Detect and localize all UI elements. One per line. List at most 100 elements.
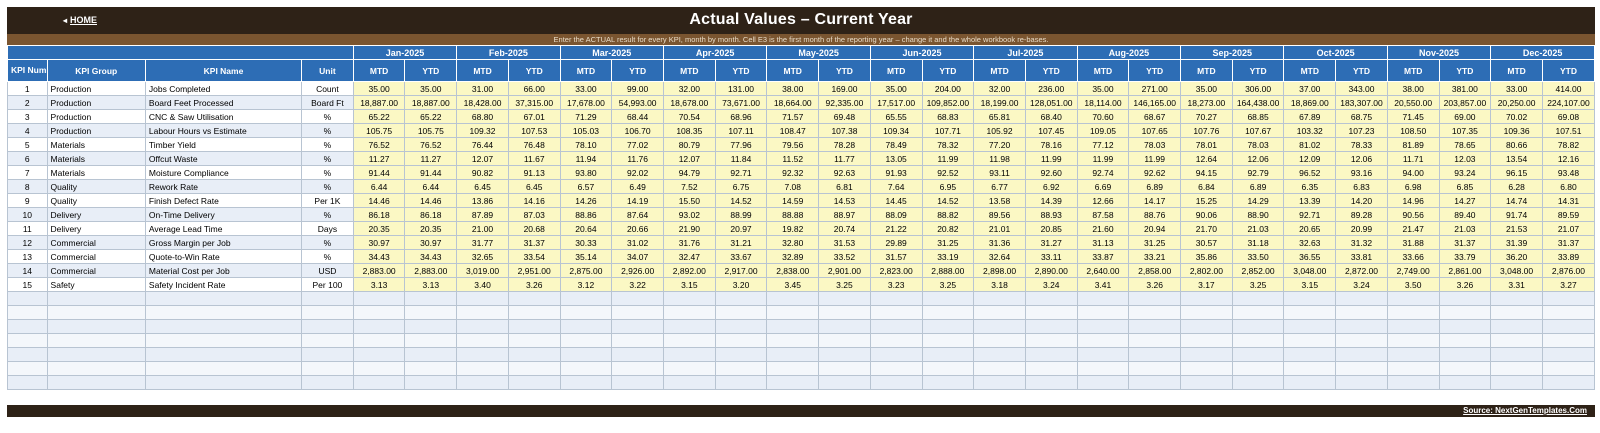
mtd-value-cell[interactable]: 87.89 <box>456 207 509 222</box>
mtd-value-cell[interactable]: 65.81 <box>973 109 1026 124</box>
ytd-value-cell[interactable]: 34.07 <box>611 249 664 264</box>
ytd-value-cell[interactable]: 204.00 <box>921 81 975 96</box>
mtd-value-cell[interactable]: 7.08 <box>766 179 820 194</box>
mtd-value-cell[interactable]: 3.15 <box>1283 277 1337 292</box>
empty-cell[interactable] <box>1180 361 1233 376</box>
ytd-value-cell[interactable]: 33.50 <box>1231 249 1285 264</box>
empty-cell[interactable] <box>301 375 354 390</box>
ytd-value-cell[interactable]: 3.25 <box>818 277 871 292</box>
mtd-value-cell[interactable]: 31.39 <box>1490 235 1543 250</box>
ytd-value-cell[interactable]: 92.60 <box>1024 165 1078 180</box>
empty-cell[interactable] <box>662 305 716 320</box>
ytd-value-cell[interactable]: 6.92 <box>1024 179 1078 194</box>
mtd-value-cell[interactable]: 35.86 <box>1180 249 1233 264</box>
ytd-value-cell[interactable]: 2,901.00 <box>818 263 871 278</box>
ytd-value-cell[interactable]: 183,307.00 <box>1335 95 1388 110</box>
mtd-value-cell[interactable]: 67.89 <box>1283 109 1337 124</box>
ytd-value-cell[interactable]: 6.44 <box>404 179 458 194</box>
mtd-value-cell[interactable]: 88.86 <box>559 207 613 222</box>
empty-cell[interactable] <box>973 347 1026 362</box>
ytd-value-cell[interactable]: 69.00 <box>1438 109 1492 124</box>
mtd-value-cell[interactable]: 70.02 <box>1490 109 1543 124</box>
mtd-value-cell[interactable]: 20.65 <box>1283 221 1337 236</box>
ytd-value-cell[interactable]: 20.74 <box>818 221 871 236</box>
ytd-value-cell[interactable]: 2,876.00 <box>1541 263 1596 278</box>
ytd-value-cell[interactable]: 78.82 <box>1541 137 1596 152</box>
mtd-value-cell[interactable]: 32.63 <box>1283 235 1337 250</box>
mtd-value-cell[interactable]: 68.80 <box>456 109 509 124</box>
empty-cell[interactable] <box>559 319 613 334</box>
ytd-value-cell[interactable]: 31.27 <box>1024 235 1078 250</box>
empty-cell[interactable] <box>1490 291 1543 306</box>
empty-cell[interactable] <box>921 291 975 306</box>
mtd-value-cell[interactable]: 21.22 <box>869 221 923 236</box>
empty-cell[interactable] <box>404 375 458 390</box>
empty-cell[interactable] <box>1541 375 1596 390</box>
empty-cell[interactable] <box>1128 347 1182 362</box>
empty-cell[interactable] <box>46 319 146 334</box>
ytd-value-cell[interactable]: 2,890.00 <box>1024 263 1078 278</box>
mtd-value-cell[interactable]: 31.13 <box>1076 235 1130 250</box>
empty-cell[interactable] <box>766 375 820 390</box>
mtd-value-cell[interactable]: 80.79 <box>662 137 716 152</box>
mtd-value-cell[interactable]: 3.31 <box>1490 277 1543 292</box>
empty-cell[interactable] <box>1076 333 1130 348</box>
ytd-value-cell[interactable]: 2,888.00 <box>921 263 975 278</box>
ytd-value-cell[interactable]: 78.16 <box>1024 137 1078 152</box>
ytd-value-cell[interactable]: 68.96 <box>714 109 768 124</box>
empty-cell[interactable] <box>662 291 716 306</box>
empty-cell[interactable] <box>818 347 871 362</box>
empty-cell[interactable] <box>1541 333 1596 348</box>
empty-cell[interactable] <box>1541 361 1596 376</box>
mtd-value-cell[interactable]: 96.52 <box>1283 165 1337 180</box>
empty-cell[interactable] <box>1076 347 1130 362</box>
empty-cell[interactable] <box>766 291 820 306</box>
ytd-value-cell[interactable]: 31.25 <box>921 235 975 250</box>
empty-cell[interactable] <box>1335 347 1388 362</box>
mtd-value-cell[interactable]: 79.56 <box>766 137 820 152</box>
empty-cell[interactable] <box>352 291 406 306</box>
empty-cell[interactable] <box>1128 305 1182 320</box>
mtd-value-cell[interactable]: 3.50 <box>1386 277 1440 292</box>
empty-cell[interactable] <box>352 361 406 376</box>
ytd-value-cell[interactable]: 3.25 <box>921 277 975 292</box>
empty-cell[interactable] <box>1180 305 1233 320</box>
ytd-value-cell[interactable]: 31.37 <box>1438 235 1492 250</box>
empty-cell[interactable] <box>144 347 303 362</box>
empty-cell[interactable] <box>1386 319 1440 334</box>
empty-cell[interactable] <box>1231 319 1285 334</box>
ytd-value-cell[interactable]: 33.52 <box>818 249 871 264</box>
ytd-value-cell[interactable]: 109,852.00 <box>921 95 975 110</box>
empty-cell[interactable] <box>611 333 664 348</box>
mtd-value-cell[interactable]: 35.00 <box>1180 81 1233 96</box>
empty-cell[interactable] <box>1283 333 1337 348</box>
mtd-value-cell[interactable]: 12.07 <box>662 151 716 166</box>
ytd-value-cell[interactable]: 169.00 <box>818 81 871 96</box>
ytd-value-cell[interactable]: 78.32 <box>921 137 975 152</box>
empty-cell[interactable] <box>46 291 146 306</box>
mtd-value-cell[interactable]: 76.44 <box>456 137 509 152</box>
empty-cell[interactable] <box>352 375 406 390</box>
empty-cell[interactable] <box>921 361 975 376</box>
mtd-value-cell[interactable]: 71.57 <box>766 109 820 124</box>
ytd-value-cell[interactable]: 6.75 <box>714 179 768 194</box>
ytd-value-cell[interactable]: 131.00 <box>714 81 768 96</box>
ytd-value-cell[interactable]: 203,857.00 <box>1438 95 1492 110</box>
empty-cell[interactable] <box>1076 291 1130 306</box>
ytd-value-cell[interactable]: 20.35 <box>404 221 458 236</box>
empty-cell[interactable] <box>1024 375 1078 390</box>
mtd-value-cell[interactable]: 11.27 <box>352 151 406 166</box>
mtd-value-cell[interactable]: 31.88 <box>1386 235 1440 250</box>
empty-cell[interactable] <box>662 361 716 376</box>
empty-cell[interactable] <box>714 347 768 362</box>
mtd-value-cell[interactable]: 108.47 <box>766 123 820 138</box>
empty-cell[interactable] <box>1490 361 1543 376</box>
mtd-value-cell[interactable]: 107.76 <box>1180 123 1233 138</box>
empty-cell[interactable] <box>818 375 871 390</box>
empty-cell[interactable] <box>921 347 975 362</box>
mtd-value-cell[interactable]: 32.80 <box>766 235 820 250</box>
empty-cell[interactable] <box>559 305 613 320</box>
empty-cell[interactable] <box>1231 361 1285 376</box>
empty-cell[interactable] <box>1335 305 1388 320</box>
ytd-value-cell[interactable]: 20.97 <box>714 221 768 236</box>
